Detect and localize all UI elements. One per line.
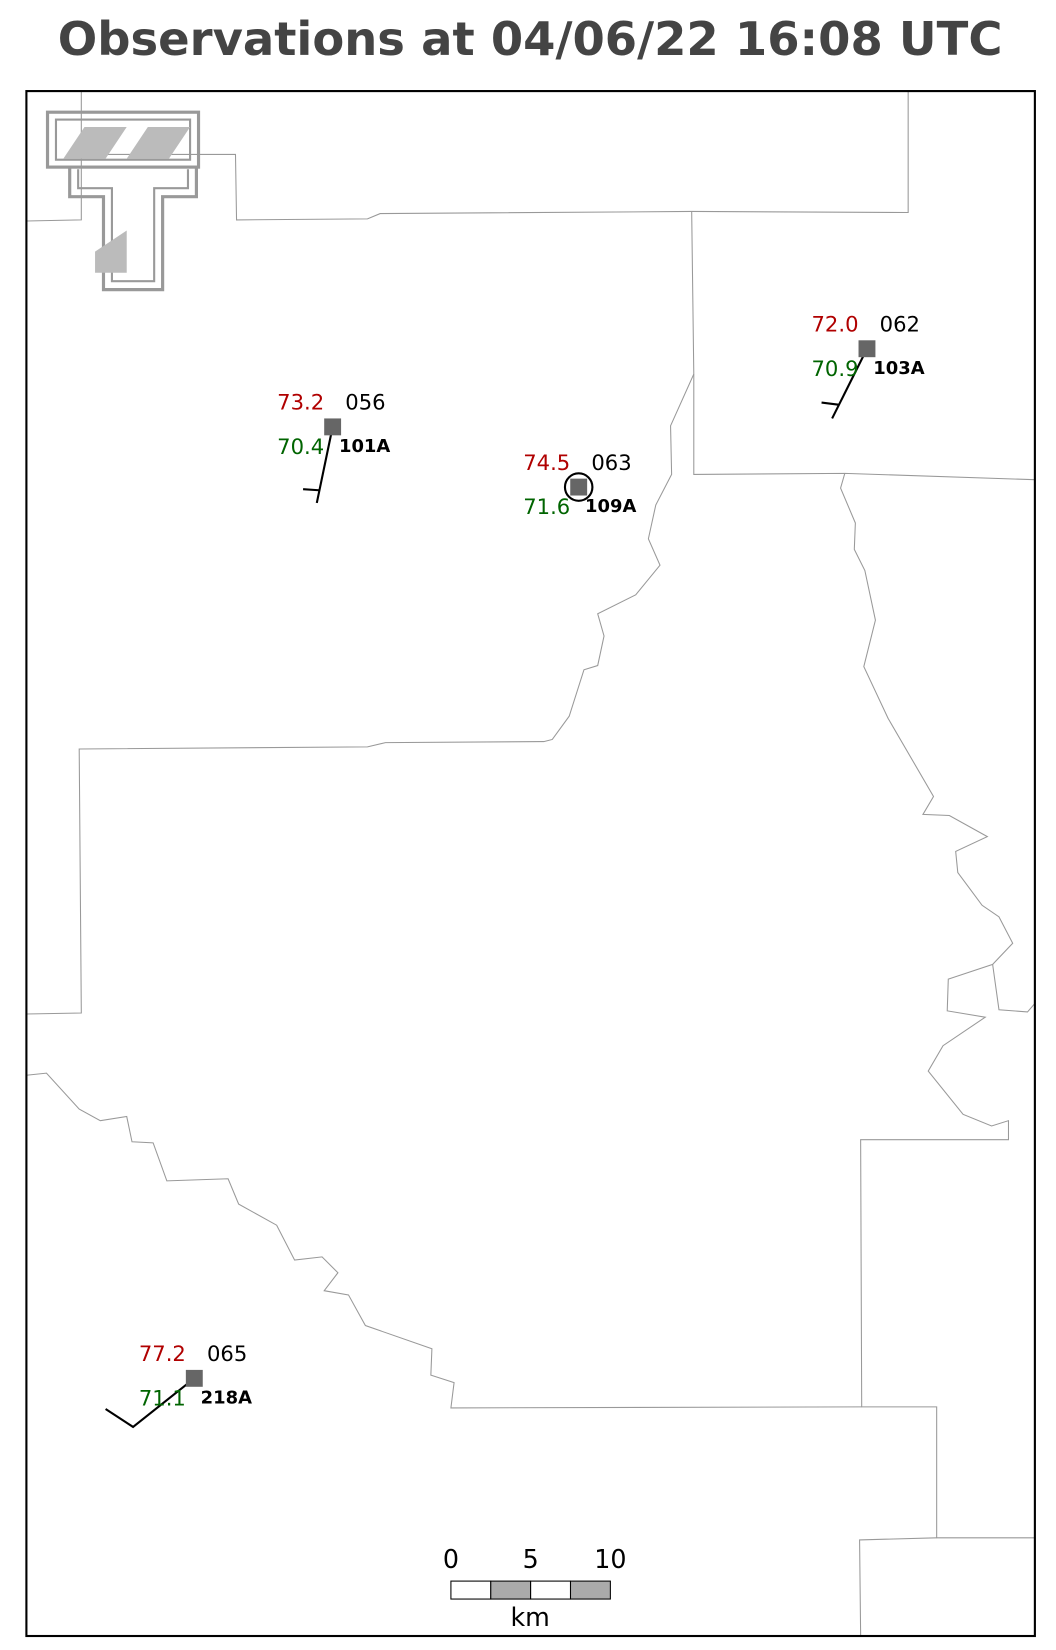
station-id: 218A xyxy=(201,1387,252,1408)
pressure: 062 xyxy=(880,312,920,337)
dewpoint: 71.1 xyxy=(139,1385,186,1410)
dewpoint: 70.9 xyxy=(812,356,859,381)
pressure: 065 xyxy=(207,1341,247,1366)
dewpoint: 70.4 xyxy=(277,434,324,459)
station-marker xyxy=(570,478,588,496)
temperature: 73.2 xyxy=(277,390,324,415)
title: Observations at 04/06/22 16:08 UTC xyxy=(58,12,1003,66)
station-marker xyxy=(324,418,342,436)
dewpoint: 71.6 xyxy=(523,494,570,519)
pressure: 056 xyxy=(345,390,385,415)
wind-barbs xyxy=(105,348,868,1429)
pressure: 063 xyxy=(591,450,631,475)
logo xyxy=(45,110,201,292)
scale-label: 10 xyxy=(594,1544,626,1574)
scale-label: 5 xyxy=(523,1544,539,1574)
station-marker xyxy=(185,1369,203,1387)
station-marker xyxy=(858,340,876,358)
station-id: 101A xyxy=(339,436,390,457)
scale-unit: km xyxy=(510,1602,549,1632)
station-id: 103A xyxy=(873,358,924,379)
scale-bar xyxy=(450,1580,611,1600)
map-frame xyxy=(25,90,1036,1638)
temperature: 77.2 xyxy=(139,1341,186,1366)
station-id: 109A xyxy=(585,496,636,517)
temperature: 72.0 xyxy=(812,312,859,337)
scale-label: 0 xyxy=(443,1544,459,1574)
county-lines xyxy=(26,91,1036,1637)
temperature: 74.5 xyxy=(523,450,570,475)
